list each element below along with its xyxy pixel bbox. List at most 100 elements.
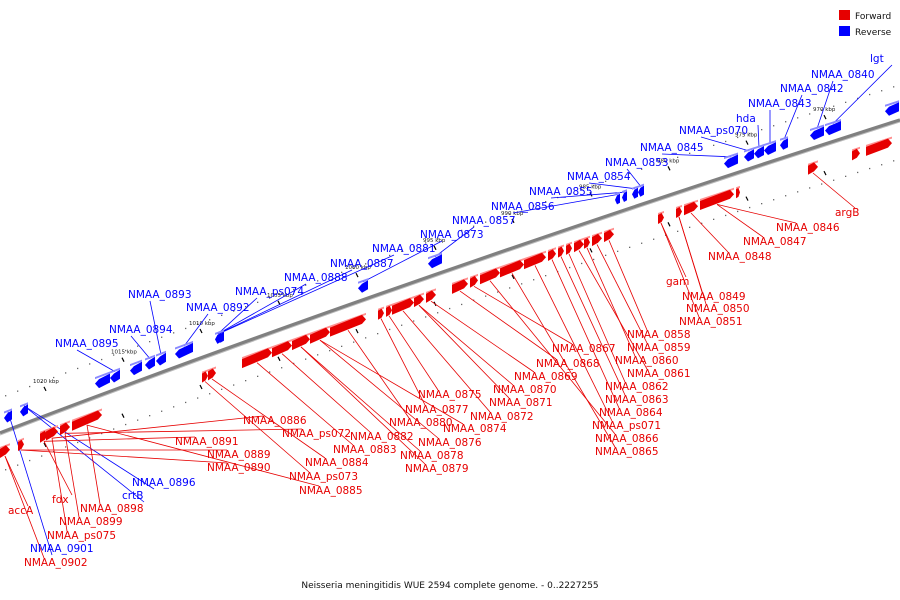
forward-gene-label[interactable]: NMAA_0851 xyxy=(679,316,743,328)
forward-gene-label[interactable]: NMAA_0880 xyxy=(389,417,453,429)
reverse-gene-feature[interactable] xyxy=(754,146,764,159)
forward-gene-feature[interactable] xyxy=(208,368,216,381)
forward-gene-feature[interactable] xyxy=(548,249,556,261)
forward-gene-label[interactable]: NMAA_0860 xyxy=(615,355,679,367)
reverse-gene-feature[interactable] xyxy=(20,404,28,417)
reverse-gene-label[interactable]: NMAA_0840 xyxy=(811,69,875,81)
forward-gene-feature[interactable] xyxy=(684,201,698,216)
forward-gene-label[interactable]: NMAA_0898 xyxy=(80,503,144,515)
forward-gene-feature[interactable] xyxy=(852,148,860,161)
reverse-gene-label[interactable]: lgt xyxy=(870,53,884,65)
reverse-gene-label[interactable]: hda xyxy=(736,113,756,125)
forward-gene-feature[interactable] xyxy=(310,327,330,344)
reverse-gene-label[interactable]: NMAA_ps070 xyxy=(679,125,748,137)
forward-gene-feature[interactable] xyxy=(470,275,478,288)
forward-gene-feature[interactable] xyxy=(242,348,272,369)
forward-gene-feature[interactable] xyxy=(658,213,664,224)
forward-gene-label[interactable]: NMAA_0859 xyxy=(627,342,691,354)
reverse-gene-feature[interactable] xyxy=(218,331,224,343)
forward-gene-feature[interactable] xyxy=(330,314,366,337)
forward-gene-feature[interactable] xyxy=(584,237,590,249)
forward-gene-label[interactable]: NMAA_0867 xyxy=(552,343,616,355)
forward-gene-feature[interactable] xyxy=(272,341,292,358)
reverse-gene-label[interactable]: NMAA_0894 xyxy=(109,324,173,336)
reverse-gene-feature[interactable] xyxy=(724,154,738,169)
forward-gene-label[interactable]: NMAA_0882 xyxy=(350,431,414,443)
forward-gene-label[interactable]: NMAA_0889 xyxy=(207,449,271,461)
reverse-gene-label[interactable]: NMAA_0853 xyxy=(605,157,669,169)
forward-gene-label[interactable]: NMAA_ps072 xyxy=(282,428,351,440)
forward-gene-label[interactable]: NMAA_0846 xyxy=(776,222,840,234)
forward-gene-label[interactable]: NMAA_0875 xyxy=(418,389,482,401)
forward-gene-label[interactable]: NMAA_0858 xyxy=(627,329,691,341)
forward-gene-label[interactable]: NMAA_ps075 xyxy=(47,530,116,542)
forward-gene-label[interactable]: NMAA_0884 xyxy=(305,457,369,469)
reverse-gene-label[interactable]: NMAA_0855 xyxy=(529,186,593,198)
reverse-gene-feature[interactable] xyxy=(4,410,12,423)
forward-gene-label[interactable]: NMAA_ps071 xyxy=(592,420,661,432)
reverse-gene-feature[interactable] xyxy=(744,149,754,162)
forward-gene-label[interactable]: NMAA_0870 xyxy=(493,384,557,396)
forward-gene-label[interactable]: NMAA_0862 xyxy=(605,381,669,393)
forward-gene-label[interactable]: NMAA_0890 xyxy=(207,462,271,474)
forward-gene-feature[interactable] xyxy=(592,233,602,247)
forward-gene-label[interactable]: fdx xyxy=(52,494,69,506)
forward-gene-feature[interactable] xyxy=(72,410,102,431)
forward-gene-feature[interactable] xyxy=(866,138,892,156)
forward-gene-label[interactable]: NMAA_0849 xyxy=(682,291,746,303)
reverse-gene-feature[interactable] xyxy=(632,187,638,199)
forward-gene-feature[interactable] xyxy=(292,334,310,351)
forward-gene-feature[interactable] xyxy=(500,260,524,278)
forward-gene-feature[interactable] xyxy=(676,207,682,218)
forward-gene-label[interactable]: NMAA_0865 xyxy=(595,446,659,458)
forward-gene-label[interactable]: accA xyxy=(8,505,34,517)
forward-gene-label[interactable]: NMAA_0878 xyxy=(400,450,464,462)
forward-gene-label[interactable]: gam xyxy=(666,276,689,288)
reverse-gene-label[interactable]: NMAA_0843 xyxy=(748,98,812,110)
forward-gene-label[interactable]: NMAA_0866 xyxy=(595,433,659,445)
reverse-gene-feature[interactable] xyxy=(156,352,166,366)
forward-gene-label[interactable]: NMAA_0876 xyxy=(418,437,482,449)
forward-gene-label[interactable]: NMAA_0886 xyxy=(243,415,307,427)
forward-gene-feature[interactable] xyxy=(604,229,614,243)
forward-gene-feature[interactable] xyxy=(414,294,424,308)
reverse-gene-feature[interactable] xyxy=(780,138,788,150)
reverse-gene-feature[interactable] xyxy=(615,193,620,205)
reverse-gene-feature[interactable] xyxy=(428,254,442,269)
reverse-gene-feature[interactable] xyxy=(825,121,841,136)
forward-gene-label[interactable]: NMAA_0902 xyxy=(24,557,88,569)
reverse-gene-label[interactable]: NMAA_ps074 xyxy=(235,286,304,298)
reverse-gene-label[interactable]: NMAA_0893 xyxy=(128,289,192,301)
reverse-gene-label[interactable]: NMAA_0856 xyxy=(491,201,555,213)
forward-gene-feature[interactable] xyxy=(480,268,500,285)
reverse-gene-label[interactable]: NMAA_0887 xyxy=(330,258,394,270)
forward-gene-feature[interactable] xyxy=(18,439,24,452)
forward-gene-feature[interactable] xyxy=(700,189,734,210)
forward-gene-feature[interactable] xyxy=(202,371,208,383)
forward-gene-label[interactable]: NMAA_0883 xyxy=(333,444,397,456)
reverse-gene-feature[interactable] xyxy=(175,342,193,359)
forward-gene-label[interactable]: NMAA_0877 xyxy=(405,404,469,416)
reverse-gene-feature[interactable] xyxy=(110,369,120,383)
forward-gene-label[interactable]: NMAA_0868 xyxy=(536,358,600,370)
forward-gene-feature[interactable] xyxy=(574,239,584,253)
reverse-gene-feature[interactable] xyxy=(130,361,142,376)
reverse-gene-label[interactable]: crtB xyxy=(122,490,143,502)
reverse-gene-feature[interactable] xyxy=(358,280,368,293)
forward-gene-label[interactable]: NMAA_0871 xyxy=(489,397,553,409)
forward-gene-feature[interactable] xyxy=(808,162,818,175)
forward-gene-label[interactable]: NMAA_0863 xyxy=(605,394,669,406)
forward-gene-label[interactable]: NMAA_0891 xyxy=(175,436,239,448)
reverse-gene-feature[interactable] xyxy=(638,185,644,197)
forward-gene-feature[interactable] xyxy=(524,252,546,270)
reverse-gene-feature[interactable] xyxy=(764,142,776,155)
forward-gene-feature[interactable] xyxy=(426,290,436,303)
reverse-gene-label[interactable]: NMAA_0842 xyxy=(780,83,844,95)
forward-gene-feature[interactable] xyxy=(558,246,564,258)
forward-gene-feature[interactable] xyxy=(566,243,572,255)
forward-gene-label[interactable]: NMAA_0872 xyxy=(470,411,534,423)
forward-gene-feature[interactable] xyxy=(736,187,740,199)
forward-gene-label[interactable]: NMAA_0850 xyxy=(686,303,750,315)
forward-gene-feature[interactable] xyxy=(60,422,70,436)
reverse-gene-label[interactable]: NMAA_0854 xyxy=(567,171,631,183)
